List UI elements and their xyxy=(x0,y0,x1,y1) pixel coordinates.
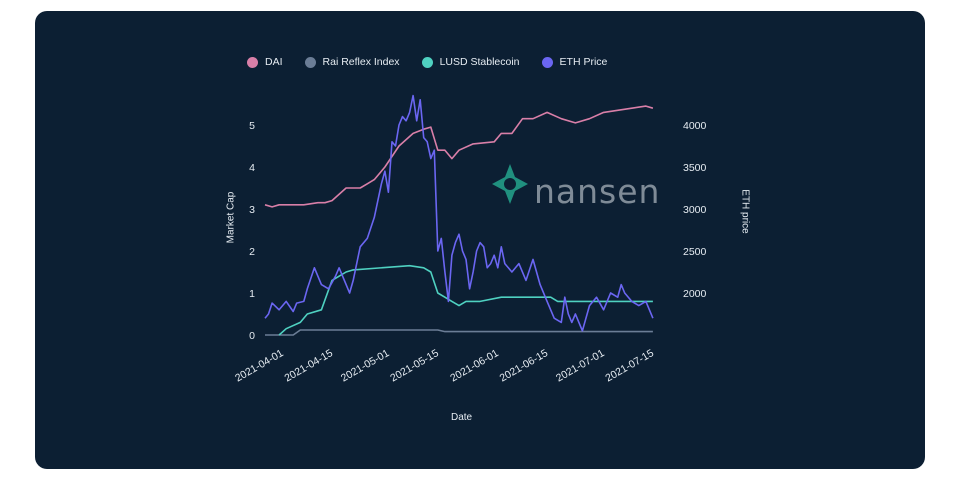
y-tick-label-left: 2 xyxy=(249,246,255,258)
legend-label-lusd: LUSD Stablecoin xyxy=(439,56,520,68)
nansen-logo-icon xyxy=(492,163,528,204)
legend-swatch-eth xyxy=(541,56,553,68)
legend-item-rai[interactable]: Rai Reflex Index xyxy=(304,56,400,68)
series-line-lusd-stablecoin xyxy=(278,264,653,336)
y-tick-label-left: 4 xyxy=(249,162,255,174)
legend-swatch-dai xyxy=(247,56,258,68)
y-tick-label-left: 3 xyxy=(249,204,255,216)
y-tick-label-right: 2500 xyxy=(683,246,707,258)
legend-swatch-rai xyxy=(304,56,316,68)
y-tick-label-right: 3000 xyxy=(683,204,707,216)
y-axis-title-right: ETH price xyxy=(739,189,751,234)
x-tick-label: 2021-07-15 xyxy=(603,347,656,384)
y-axis-title-left: Market Cap xyxy=(225,191,237,244)
legend-item-lusd[interactable]: LUSD Stablecoin xyxy=(421,56,520,68)
y-tick-label-right: 4000 xyxy=(683,120,707,132)
legend-label-rai: Rai Reflex Index xyxy=(322,56,400,68)
series-line-rai-reflex-index xyxy=(265,329,653,336)
legend-label-eth: ETH Price xyxy=(559,56,608,68)
x-tick-label: 2021-06-15 xyxy=(498,347,551,384)
series-line-eth-price xyxy=(264,94,654,332)
legend-item-eth[interactable]: ETH Price xyxy=(541,56,608,68)
watermark: nansen xyxy=(488,156,660,211)
y-tick-label-right: 3500 xyxy=(683,162,707,174)
x-tick-label: 2021-07-01 xyxy=(554,347,607,384)
chart-legend: DAI Rai Reflex Index LUSD Stablecoin ETH… xyxy=(247,56,607,68)
legend-item-dai[interactable]: DAI xyxy=(247,56,283,68)
x-tick-label: 2021-04-01 xyxy=(233,347,286,384)
watermark-text: nansen xyxy=(534,172,661,211)
y-tick-label-left: 1 xyxy=(249,288,255,300)
legend-label-dai: DAI xyxy=(265,56,283,68)
y-tick-label-left: 0 xyxy=(249,330,255,342)
x-tick-label: 2021-05-01 xyxy=(339,347,392,384)
y-tick-label-left: 5 xyxy=(249,120,255,132)
chart-card xyxy=(35,11,925,469)
x-axis-title: Date xyxy=(451,412,473,423)
legend-swatch-lusd xyxy=(421,56,433,68)
x-tick-label: 2021-06-01 xyxy=(448,347,501,384)
series-line-dai xyxy=(264,105,654,208)
x-tick-label: 2021-05-15 xyxy=(388,347,441,384)
x-tick-label: 2021-04-15 xyxy=(282,347,335,384)
y-tick-label-right: 2000 xyxy=(683,288,707,300)
